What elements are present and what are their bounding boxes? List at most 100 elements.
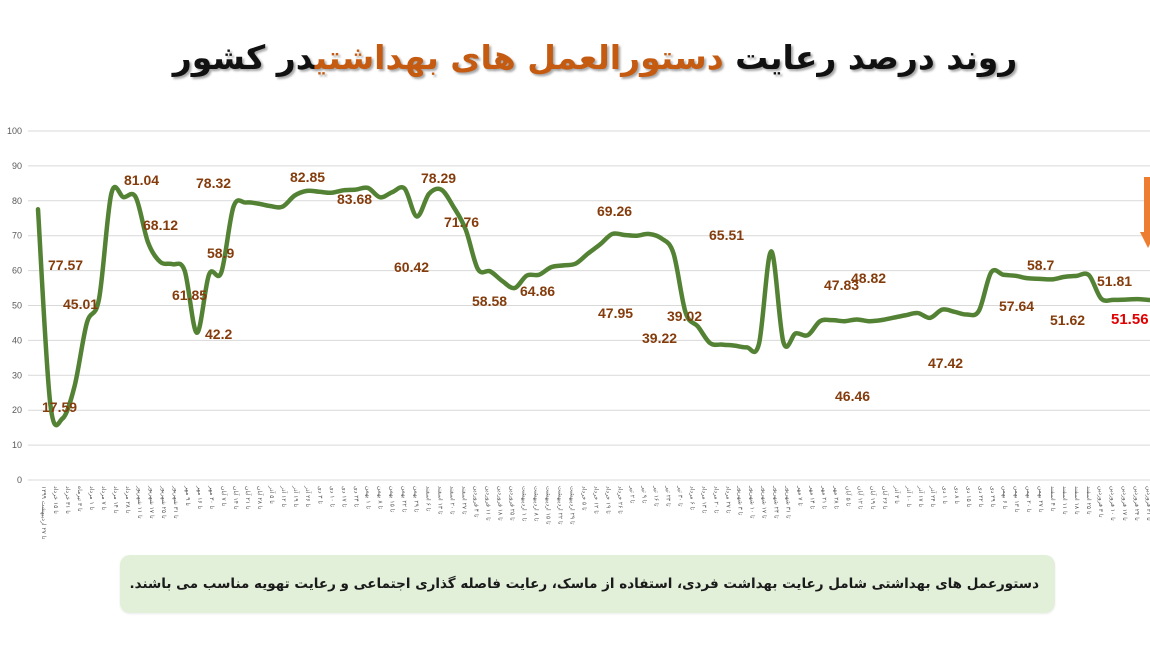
x-tick-label: تا ۶ بهمن xyxy=(1001,486,1008,509)
data-label: 58.7 xyxy=(1027,257,1054,273)
x-tick-label: تا ۱۵ بهمن xyxy=(388,486,395,513)
x-tick-label: تا ۳۰ مهر xyxy=(208,485,215,509)
x-tick-label: تا ۳ تیرماه xyxy=(76,486,83,512)
x-tick-label: تا ۱۷ فروردین xyxy=(1121,486,1128,521)
data-label: 39.22 xyxy=(642,330,677,346)
x-tick-label: تا ۱۹ آذر xyxy=(292,485,301,507)
x-tick-label: تا ۹ مهر xyxy=(184,485,191,506)
data-label: 51.56 xyxy=(1111,311,1149,328)
y-tick-label: 10 xyxy=(12,440,22,450)
data-label: 47.83 xyxy=(824,277,859,293)
data-label: 82.85 xyxy=(290,169,325,185)
x-tick-label: تا ۲۴ دی xyxy=(352,486,359,507)
y-tick-label: 80 xyxy=(12,196,22,206)
data-label: 51.62 xyxy=(1050,312,1085,328)
note-text: دستورعمل های بهداشتی شامل رعایت بهداشت ف… xyxy=(129,576,1039,592)
title-part2: در کشور xyxy=(172,38,315,77)
data-label: 60.42 xyxy=(394,259,429,275)
x-tick-label: تا ۲۴ آذر xyxy=(929,485,938,507)
x-tick-label: تا ۷ مهر xyxy=(797,485,804,506)
data-label: 47.42 xyxy=(928,355,963,371)
y-tick-label: 0 xyxy=(17,475,22,485)
x-tick-label: تا ۹ تیر xyxy=(641,485,648,504)
x-tick-label: تا ۱۱ فروردین xyxy=(484,486,491,521)
line-chart: 0 10 20 30 40 50 60 70 80 90 100 تا ۲۷ اردیبهشت ۱۳۹… xyxy=(0,120,1150,550)
x-tick-label: تا ۱۸ فروردین xyxy=(496,486,503,521)
data-label: 69.26 xyxy=(597,203,632,219)
x-tick-label: تا ۵ آذر xyxy=(268,485,277,504)
down-arrow-icon xyxy=(1140,177,1150,248)
data-label: 42.2 xyxy=(205,326,232,342)
x-tick-label: تا ۵ آبان xyxy=(845,486,854,506)
y-tick-label: 20 xyxy=(12,405,22,415)
x-tick-label: تا ۳ فروردین xyxy=(1097,486,1104,518)
data-label: 81.04 xyxy=(124,172,159,188)
x-tick-label: تا ۱۵ اردیبهشت xyxy=(544,486,551,525)
x-tick-label: تا ۱۷ دی xyxy=(340,486,347,507)
x-tick-label: تا ۲۷ بهمن xyxy=(1037,486,1044,513)
title-highlight: دستورالعمل های بهداشتی xyxy=(314,38,724,77)
x-tick-label: تا ۲۵ اسفند xyxy=(1085,486,1092,515)
y-tick-label: 90 xyxy=(12,161,22,171)
x-tick-label: تا ۱۵ دی xyxy=(965,486,972,507)
x-tick-label: تا ۱۲ آذر xyxy=(280,485,289,507)
x-tick-label: تا ۲۱ آبان xyxy=(244,486,253,510)
x-tick-label: تا ۲۰ اسفند xyxy=(448,486,455,515)
x-tick-label: تا ۲۶ آذر xyxy=(304,485,313,507)
x-tick-label: تا ۱۵ خرداد xyxy=(52,486,59,514)
x-tick-label: تا ۱۶ مهر xyxy=(196,485,203,509)
data-label: 39.02 xyxy=(667,308,702,324)
x-tick-label: تا ۲۶ خرداد xyxy=(617,486,624,514)
series-line xyxy=(35,184,1150,428)
data-label: 78.32 xyxy=(196,175,231,191)
x-tick-label: تا ۳۱ فروردین xyxy=(1145,486,1150,521)
x-tick-label: تا ۱۲ آبان xyxy=(857,486,866,510)
data-label: 68.12 xyxy=(143,217,178,233)
x-tick-label: تا ۱۱ اسفند xyxy=(1061,486,1068,515)
data-label: 57.64 xyxy=(999,298,1034,314)
note-box: دستورعمل های بهداشتی شامل رعایت بهداشت ف… xyxy=(120,555,1055,613)
x-tick-label: تا ۲۶ آبان xyxy=(881,486,890,510)
y-tick-label: 70 xyxy=(12,231,22,241)
x-tick-label: تا ۱۴ مهر xyxy=(809,485,816,509)
x-tick-label: تا ۱۲ خرداد xyxy=(593,486,600,514)
x-tick-label: تا ۲۴ فروردین xyxy=(1133,486,1140,521)
x-tick-label: تا ۲۲ دی xyxy=(977,486,984,507)
data-label: 83.68 xyxy=(337,191,372,207)
data-label: 48.82 xyxy=(851,270,886,286)
x-tick-label: تا ۱۶ تیر xyxy=(653,485,660,507)
x-tick-label: تا ۲۹ بهمن xyxy=(412,486,419,513)
y-tick-label: 60 xyxy=(12,266,22,276)
x-tick-label: تا ۲۸ آبان xyxy=(256,486,265,510)
data-label: 64.86 xyxy=(520,283,555,299)
x-tick-label: تا ۱۰ آذر xyxy=(905,485,914,507)
data-label: 61.85 xyxy=(172,287,207,303)
x-tick-label: تا ۷ مرداد xyxy=(100,486,107,510)
x-tick-label: تا ۵ خرداد xyxy=(580,486,587,511)
data-label: 45.01 xyxy=(63,296,98,312)
x-tick-label: تا ۱۰ شهریور xyxy=(749,485,756,519)
x-tick-label: تا ۱ اردیبهشت xyxy=(520,486,527,522)
data-label: 51.81 xyxy=(1097,273,1132,289)
x-tick-label: تا ۳ دی xyxy=(316,486,323,504)
y-tick-label: 40 xyxy=(12,335,22,345)
x-tick-label: تا ۱۱ شهریور xyxy=(136,485,143,519)
title-part1: روند درصد رعایت xyxy=(723,38,1018,77)
x-tick-label: تا ۱ بهمن xyxy=(364,486,371,509)
x-tick-label: تا ۱ دی xyxy=(941,486,948,504)
x-tick-label: تا ۳۱ شهریور xyxy=(785,485,792,519)
x-tick-label: تا ۸ دی xyxy=(953,486,960,504)
data-label: 58.58 xyxy=(472,293,507,309)
x-tick-label: تا ۲۱ مهر xyxy=(821,485,828,509)
x-tick-label: تا ۱۸ اسفند xyxy=(1073,486,1080,515)
x-tick-label: تا ۸ بهمن xyxy=(376,486,383,509)
x-tick-label: تا ۱۰ فروردین xyxy=(1109,486,1116,521)
x-tick-label: تا ۲۷ اردیبهشت ۱۳۹۹ xyxy=(40,486,47,540)
x-tick-label: تا ۲۴ شهریور xyxy=(773,485,780,519)
x-tick-label: تا ۷ آبان xyxy=(220,486,229,506)
data-label: 47.95 xyxy=(598,305,633,321)
x-tick-label: تا ۱۴ آبان xyxy=(232,486,241,510)
chart-svg: 0 10 20 30 40 50 60 70 80 90 100 تا ۲۷ اردیبهشت ۱۳۹… xyxy=(7,126,1150,540)
data-label: 77.57 xyxy=(48,257,83,273)
x-tick-label: تا ۲۰ بهمن xyxy=(1025,486,1032,513)
